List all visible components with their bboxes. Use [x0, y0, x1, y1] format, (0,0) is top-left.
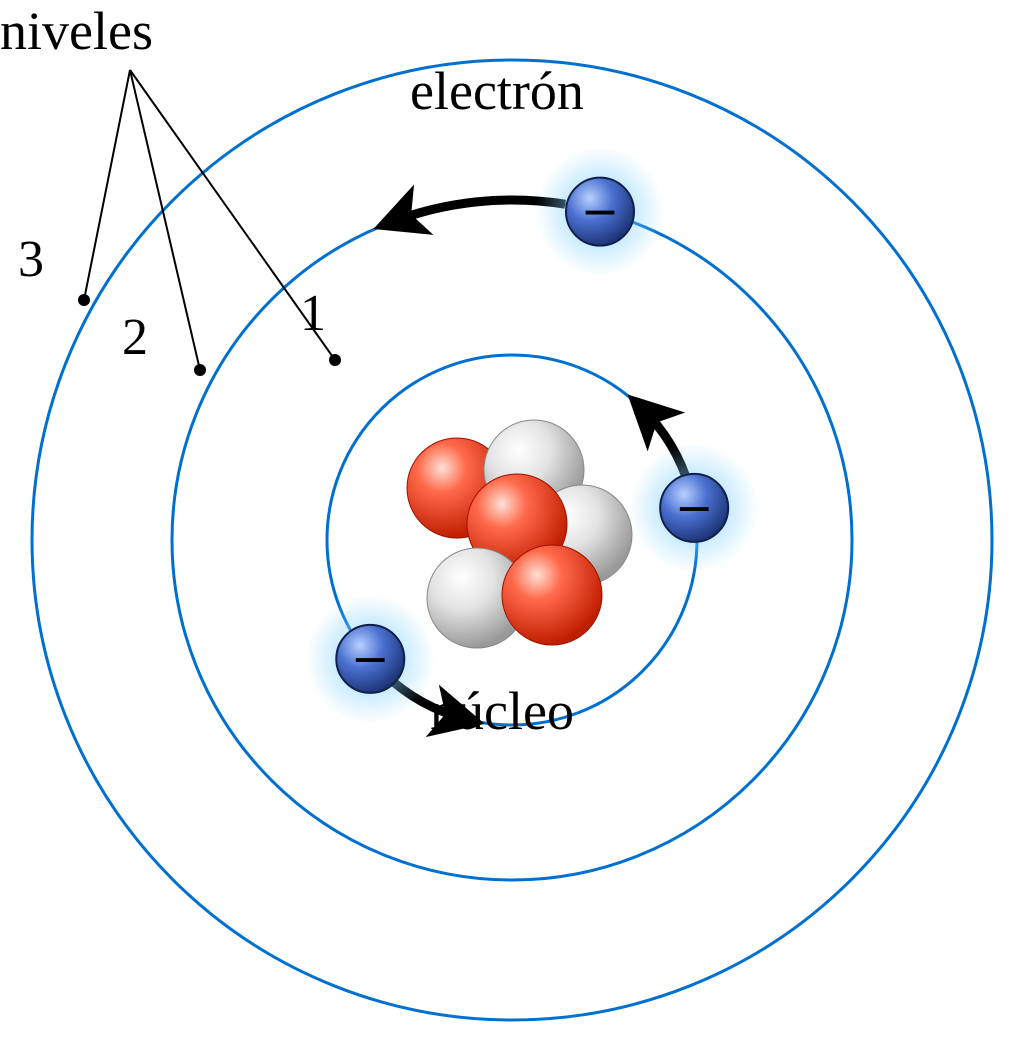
level-3-label: 3: [18, 230, 44, 289]
pointer-dot-3: [78, 294, 90, 306]
level-2-label: 2: [122, 308, 148, 367]
electron-minus-icon: –: [355, 624, 385, 686]
electron-minus-icon: –: [585, 177, 615, 239]
nucleus-label: núcleo: [430, 680, 574, 742]
nucleus: [407, 420, 632, 648]
levels-label: niveles: [0, 0, 153, 62]
pointer-dot-2: [194, 364, 206, 376]
nucleon-5: [502, 545, 602, 645]
atom-diagram: – – –: [0, 0, 1024, 1042]
level-1-label: 1: [300, 284, 326, 343]
electron-label: electrón: [410, 60, 584, 122]
electron-minus-icon: –: [679, 473, 709, 535]
pointer-line-3: [84, 70, 130, 300]
pointer-dot-1: [329, 354, 341, 366]
